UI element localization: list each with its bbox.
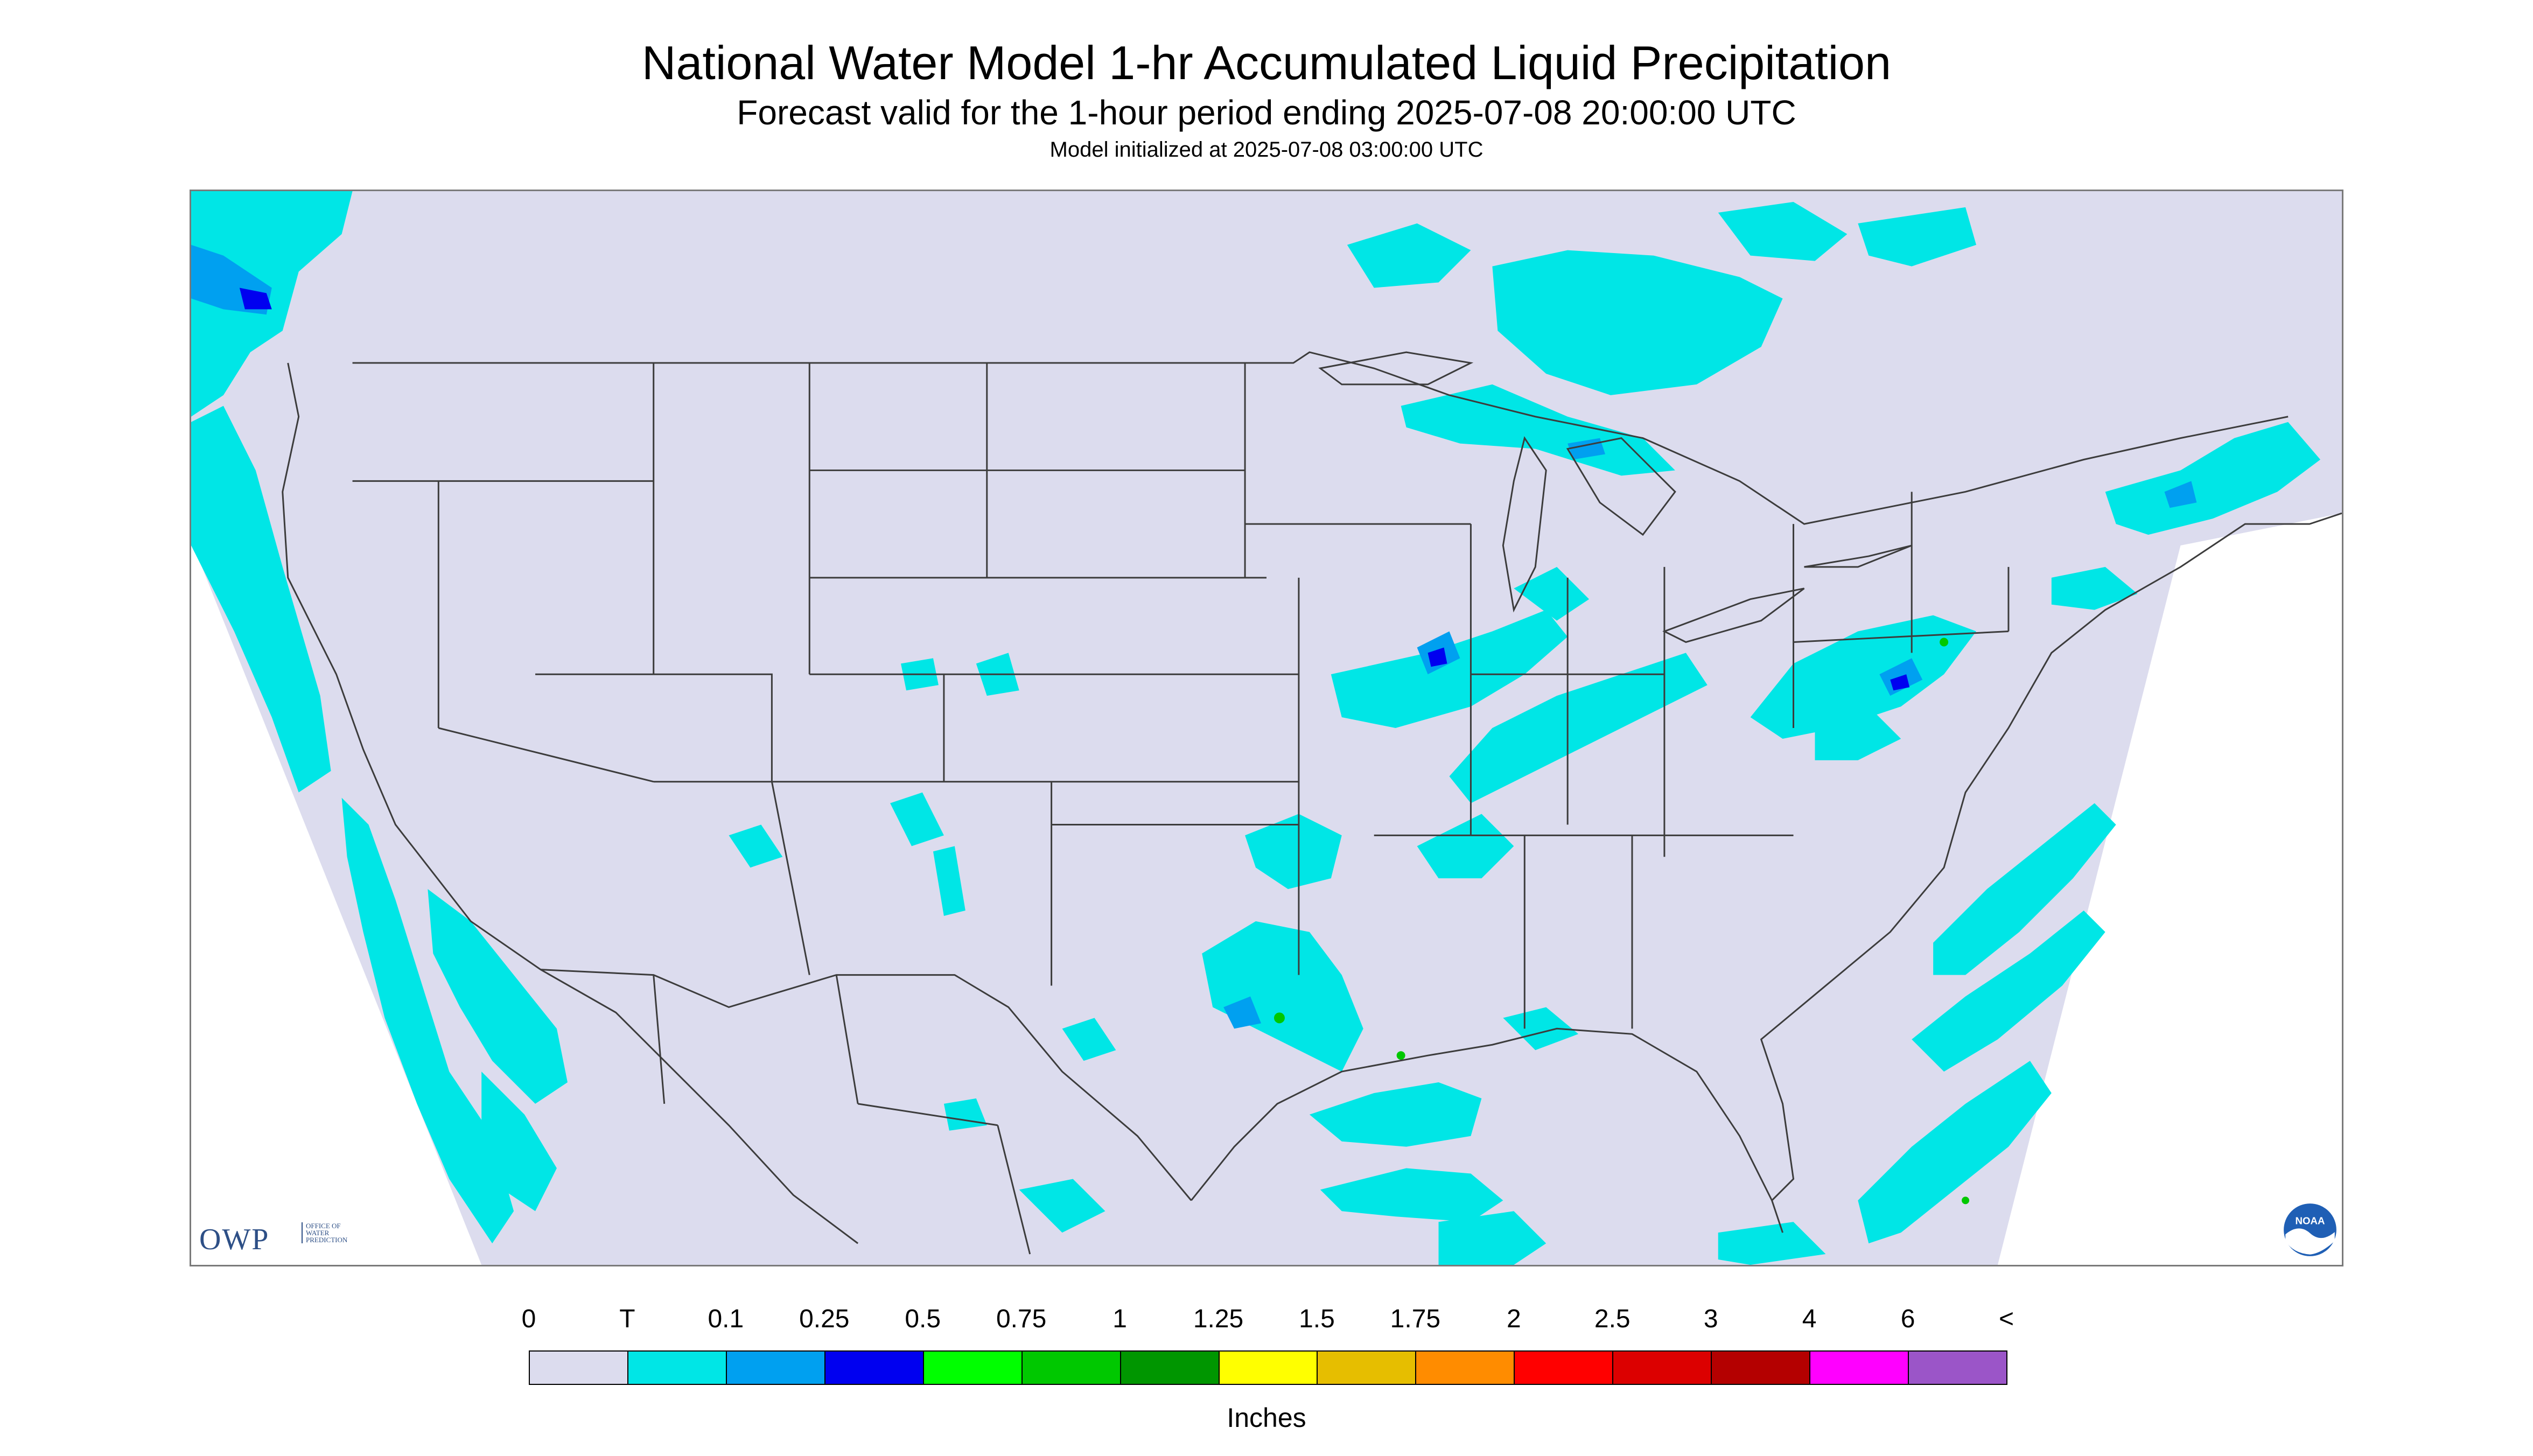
heavy-precip-areas bbox=[1274, 638, 1970, 1205]
legend-swatch bbox=[1317, 1350, 1417, 1385]
legend-tick-label: 0.1 bbox=[708, 1305, 744, 1333]
legend-tick-label: 1.75 bbox=[1390, 1305, 1441, 1333]
precipitation-map bbox=[190, 190, 2343, 1266]
legend-swatch bbox=[1415, 1350, 1515, 1385]
state-boundaries bbox=[282, 351, 2342, 1255]
legend-swatch bbox=[1119, 1350, 1220, 1385]
legend-swatch bbox=[1612, 1350, 1712, 1385]
legend-swatch bbox=[529, 1350, 628, 1385]
legend-tick-label: T bbox=[619, 1305, 635, 1333]
model-domain bbox=[191, 191, 2342, 1265]
legend-swatch bbox=[1218, 1350, 1318, 1385]
legend-swatch bbox=[1514, 1350, 1614, 1385]
legend-swatch bbox=[824, 1350, 924, 1385]
owp-logo-text: OWP bbox=[199, 1223, 270, 1256]
trace-precip-areas bbox=[191, 191, 2321, 1265]
map-subtitle: Forecast valid for the 1-hour period end… bbox=[737, 93, 1796, 132]
moderate-precip-areas bbox=[239, 288, 1910, 691]
legend-tick-label: 3 bbox=[1703, 1305, 1718, 1333]
model-init-line: Model initialized at 2025-07-08 03:00:00… bbox=[1049, 138, 1484, 162]
owp-logo-subtext: OFFICE OF WATER PREDICTION bbox=[302, 1222, 360, 1243]
legend-tick-label: 0.25 bbox=[799, 1305, 850, 1333]
legend-swatch bbox=[627, 1350, 727, 1385]
map-title: National Water Model 1-hr Accumulated Li… bbox=[641, 36, 1892, 89]
legend-swatch bbox=[1809, 1350, 1909, 1385]
legend-tick-label: 0 bbox=[521, 1305, 536, 1333]
legend-swatch bbox=[725, 1350, 825, 1385]
legend-tick-label: 1.25 bbox=[1193, 1305, 1244, 1333]
legend-swatch bbox=[1908, 1350, 2007, 1385]
owp-logo: OWP OFFICE OF WATER PREDICTION bbox=[199, 1222, 347, 1257]
legend-tick-label: 2.5 bbox=[1594, 1305, 1631, 1333]
legend-units-label: Inches bbox=[1227, 1403, 1306, 1433]
noaa-logo-text: NOAA bbox=[2295, 1215, 2325, 1227]
legend-tick-label: 0.75 bbox=[996, 1305, 1047, 1333]
legend-tick-label: < bbox=[1998, 1305, 2014, 1333]
legend-swatch bbox=[922, 1350, 1023, 1385]
legend-tick-label: 1.5 bbox=[1299, 1305, 1335, 1333]
legend-tick-label: 2 bbox=[1506, 1305, 1521, 1333]
noaa-logo: NOAA bbox=[2283, 1202, 2338, 1257]
legend-tick-label: 4 bbox=[1802, 1305, 1817, 1333]
map-canvas bbox=[191, 191, 2342, 1265]
legend-tick-label: 6 bbox=[1900, 1305, 1915, 1333]
legend-swatch bbox=[1711, 1350, 1811, 1385]
legend-swatch bbox=[1021, 1350, 1121, 1385]
legend-tick-label: 0.5 bbox=[905, 1305, 941, 1333]
legend-tick-label: 1 bbox=[1112, 1305, 1127, 1333]
